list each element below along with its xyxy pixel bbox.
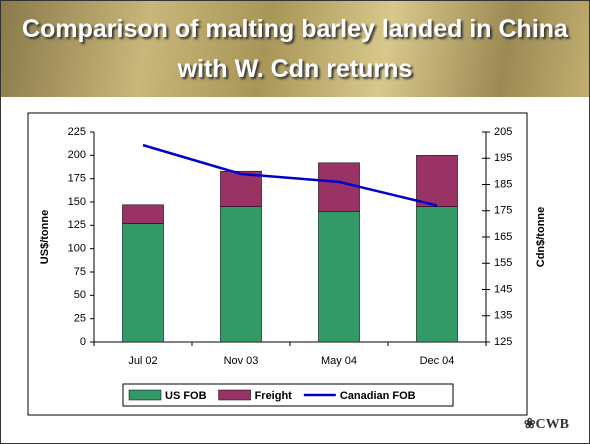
- bar-segment: [122, 204, 164, 224]
- y-tick-label: 150: [68, 196, 86, 208]
- y2-tick-label: 125: [494, 336, 512, 348]
- y-tick-label: 100: [68, 243, 86, 255]
- logo-text: CWB: [535, 417, 569, 432]
- y2-tick-label: 165: [494, 231, 512, 243]
- y-axis-title: US$/tonne: [39, 210, 51, 264]
- header-banner: Comparison of malting barley landed in C…: [1, 1, 589, 97]
- y2-tick-label: 185: [494, 178, 512, 190]
- y-tick-label: 175: [68, 173, 86, 185]
- chart-title: Comparison of malting barley landed in C…: [22, 15, 568, 83]
- logo: ❀CWB: [523, 417, 569, 432]
- y2-tick-label: 135: [494, 310, 512, 322]
- y-tick-label: 200: [68, 149, 86, 161]
- bar-segment: [318, 162, 360, 212]
- bar-segment: [416, 155, 458, 207]
- y2-axis-title: Cdn$/tonne: [535, 207, 547, 268]
- y2-tick-label: 175: [494, 205, 512, 217]
- y-tick-label: 125: [68, 219, 86, 231]
- legend-label: US FOB: [165, 390, 207, 402]
- legend-swatch: [218, 389, 251, 401]
- bar-segment: [318, 211, 360, 343]
- legend-swatch: [128, 389, 162, 401]
- y2-tick-label: 195: [494, 152, 512, 164]
- line-series: [142, 143, 438, 207]
- chart-frame: [27, 112, 528, 416]
- y2-tick-label: 205: [494, 126, 512, 138]
- x-tick-label: May 04: [321, 355, 357, 367]
- y-tick-label: 75: [74, 266, 86, 278]
- x-tick-label: Nov 03: [224, 355, 259, 367]
- y-tick-label: 25: [74, 313, 86, 325]
- y-tick-label: 225: [68, 126, 86, 138]
- y-tick-label: 50: [74, 289, 86, 301]
- y-tick-label: 0: [80, 336, 86, 348]
- bar-segment: [220, 206, 262, 343]
- y2-tick-label: 155: [494, 257, 512, 269]
- legend-box: [122, 383, 454, 407]
- bar-segment: [416, 206, 458, 343]
- legend-label: Freight: [255, 390, 293, 402]
- x-tick-label: Dec 04: [420, 355, 455, 367]
- bar-segment: [122, 223, 164, 343]
- bar-segment: [220, 170, 262, 207]
- x-tick-label: Jul 02: [128, 355, 157, 367]
- legend: US FOB Freight Canadian FOB: [122, 383, 454, 407]
- y2-tick-label: 145: [494, 283, 512, 295]
- legend-label: Canadian FOB: [340, 390, 416, 402]
